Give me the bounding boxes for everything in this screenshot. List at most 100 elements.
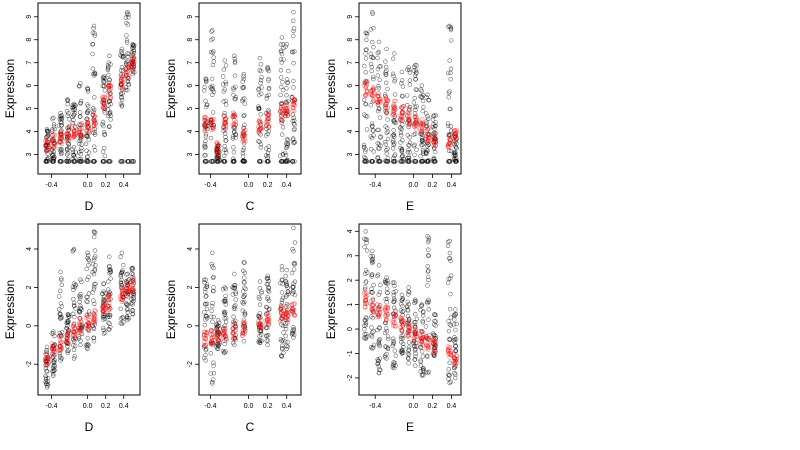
observed-point (241, 159, 246, 164)
observed-point (44, 128, 50, 133)
observed-point (118, 280, 124, 286)
observed-point (363, 335, 368, 340)
fitted-point (266, 313, 271, 319)
observed-point (453, 312, 458, 317)
observed-point (85, 343, 90, 348)
fitted-point (125, 75, 131, 81)
observed-point (216, 159, 221, 164)
fitted-point (202, 128, 208, 134)
observed-point (391, 142, 396, 148)
observed-point (364, 159, 370, 164)
fitted-point (118, 78, 124, 83)
observed-point (211, 59, 217, 64)
observed-point (258, 112, 263, 117)
observed-point (448, 124, 454, 129)
observed-point (59, 329, 65, 335)
observed-point (126, 82, 131, 88)
fitted-point (430, 350, 436, 356)
observed-point (108, 62, 113, 67)
fitted-point (231, 113, 237, 119)
observed-point (70, 114, 75, 120)
observed-point (203, 104, 209, 110)
observed-point (407, 140, 413, 145)
observed-point (363, 47, 369, 53)
observed-point (209, 29, 214, 34)
fitted-point (126, 73, 132, 79)
observed-point (362, 244, 367, 250)
fitted-point (431, 131, 436, 136)
fitted-point (65, 337, 70, 343)
observed-point (291, 249, 296, 254)
observed-point (240, 79, 245, 84)
fitted-point (384, 97, 389, 102)
observed-point (57, 116, 62, 122)
fitted-point (86, 321, 91, 326)
observed-point (426, 297, 431, 303)
observed-point (282, 150, 288, 156)
observed-point (202, 145, 208, 151)
observed-point (93, 263, 98, 268)
fitted-point (257, 316, 262, 321)
observed-point (364, 237, 370, 242)
observed-point (420, 98, 426, 104)
fitted-point (93, 308, 98, 314)
observed-point (371, 76, 376, 82)
observed-point (43, 135, 49, 140)
observed-point (240, 289, 246, 294)
observed-point (423, 111, 429, 116)
observed-point (231, 314, 236, 319)
fitted-point (392, 320, 397, 325)
observed-point (50, 159, 55, 164)
observed-point (101, 296, 106, 302)
observed-point (44, 344, 50, 350)
fitted-point (209, 335, 214, 340)
observed-point (223, 319, 229, 325)
y-tick-label: 6 (187, 84, 194, 88)
fitted-point (85, 117, 91, 123)
observed-point (222, 87, 227, 92)
fitted-point (50, 137, 55, 143)
observed-point (259, 338, 264, 344)
fitted-point (264, 319, 270, 324)
observed-point (77, 296, 83, 301)
observed-point (369, 147, 374, 152)
observed-point (413, 351, 418, 356)
fitted-point (426, 135, 431, 140)
observed-point (386, 336, 391, 342)
fitted-point (446, 351, 451, 357)
observed-point (83, 141, 89, 147)
observed-point (371, 282, 376, 288)
observed-point (370, 315, 376, 321)
observed-point (283, 44, 288, 49)
fitted-point (291, 97, 296, 102)
observed-point (283, 278, 288, 284)
observed-point (91, 271, 97, 277)
observed-point (106, 72, 111, 78)
observed-point (425, 264, 430, 269)
observed-point (108, 276, 113, 281)
fitted-point (66, 329, 71, 335)
observed-point (203, 277, 208, 282)
fitted-point (426, 342, 431, 348)
observed-point (71, 356, 77, 361)
y-tick-label: 0 (347, 327, 354, 331)
observed-point (118, 320, 123, 326)
observed-point (76, 308, 82, 314)
observed-point (124, 40, 130, 45)
observed-point (418, 363, 424, 368)
observed-point (210, 319, 215, 324)
observed-point (453, 344, 458, 349)
observed-point (284, 80, 290, 85)
y-tick-label: 2 (347, 278, 354, 282)
observed-point (399, 292, 405, 298)
observed-point (391, 299, 396, 305)
observed-point (378, 134, 383, 139)
fitted-point (362, 298, 368, 303)
observed-point (279, 132, 285, 137)
observed-point (84, 266, 89, 272)
fitted-point (65, 330, 70, 336)
observed-point (132, 70, 137, 75)
observed-point (241, 338, 246, 344)
y-tick-label: -2 (26, 361, 33, 367)
observed-point (77, 84, 82, 89)
